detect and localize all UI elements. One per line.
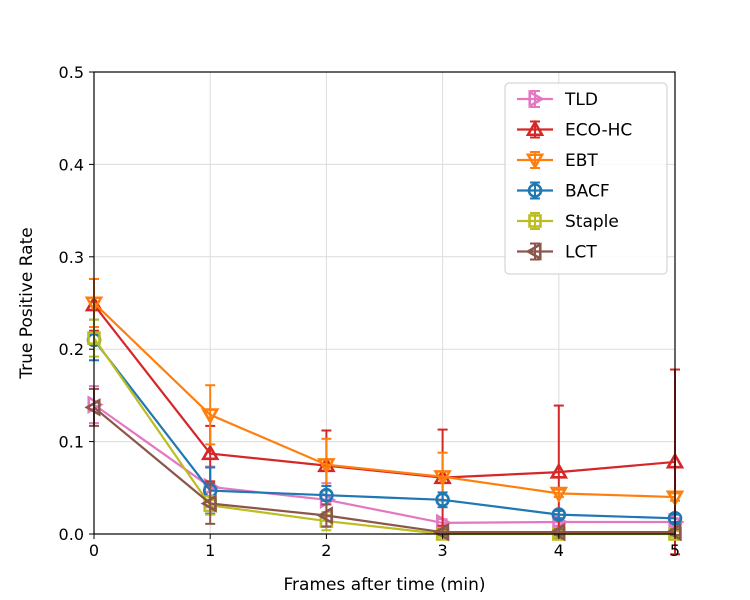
series-line-staple [93, 337, 675, 536]
legend-entry-bacf: BACF [517, 181, 610, 202]
point-bacf [319, 487, 334, 503]
legend-label-ebt: EBT [565, 151, 598, 171]
y-tick-label: 0.2 [59, 340, 84, 359]
legend-marker-staple [528, 214, 542, 228]
legend-marker-ebt [525, 153, 545, 170]
y-tick-label: 0.3 [59, 248, 84, 267]
y-tick-label: 0.0 [59, 525, 84, 544]
y-tick-label: 0.1 [59, 433, 84, 452]
point-lct [432, 522, 450, 542]
x-tick-label: 3 [438, 541, 448, 560]
series-eco-hc [84, 277, 685, 556]
point-bacf [551, 507, 567, 522]
legend-entry-ebt: EBT [517, 151, 598, 171]
axis-ticks: 0 1 2 3 4 5 0.0 0.1 0.2 0.3 0.4 0.5 [59, 63, 681, 560]
legend-marker-eco-hc [525, 119, 545, 137]
series-line-bacf [93, 339, 676, 520]
series-line-ebt [93, 302, 676, 499]
x-tick-label: 1 [205, 541, 215, 560]
series-ebt [84, 277, 685, 507]
series-layer [84, 277, 685, 556]
point-ebt [317, 458, 336, 475]
point-lct [84, 398, 101, 417]
y-tick-label: 0.4 [59, 155, 84, 174]
x-axis-label: Frames after time (min) [284, 575, 486, 595]
point-ebt [200, 408, 220, 425]
x-tick-label: 0 [89, 541, 99, 560]
x-tick-label: 4 [554, 541, 564, 560]
legend-label-bacf: BACF [565, 182, 610, 202]
series-line-lct [93, 406, 675, 534]
x-tick-label: 2 [321, 541, 331, 560]
legend-label-staple: Staple [565, 212, 619, 232]
legend-entry-lct: LCT [517, 242, 597, 263]
point-eco-hc [549, 462, 569, 479]
legend-label-eco-hc: ECO-HC [565, 121, 632, 141]
legend-marker-lct [525, 242, 542, 261]
point-lct [200, 494, 217, 513]
series-line-tld [93, 403, 675, 525]
series-staple [87, 318, 682, 541]
point-ebt [549, 486, 569, 503]
y-axis-label: True Positive Rate [17, 227, 37, 379]
point-lct [316, 506, 333, 525]
legend-entry-eco-hc: ECO-HC [517, 119, 632, 141]
point-ebt [433, 470, 452, 487]
legend-label-lct: LCT [565, 243, 597, 263]
point-lct [665, 522, 682, 542]
point-lct [549, 522, 566, 542]
legend-label-tld: TLD [564, 90, 598, 110]
legend-marker-bacf [527, 183, 543, 198]
y-tick-label: 0.5 [59, 63, 84, 82]
plot-frame [93, 71, 676, 535]
legend-entry-staple: Staple [517, 212, 619, 232]
x-tick-label: 5 [670, 541, 680, 560]
legend-entry-tld: TLD [517, 89, 598, 110]
legend: TLD ECO-HC EBT BACF Staple LCT [504, 82, 668, 275]
series-lct [84, 387, 682, 542]
point-bacf [435, 492, 450, 508]
legend-box [504, 82, 668, 275]
legend-marker-tld [528, 89, 545, 109]
point-eco-hc [200, 443, 220, 461]
